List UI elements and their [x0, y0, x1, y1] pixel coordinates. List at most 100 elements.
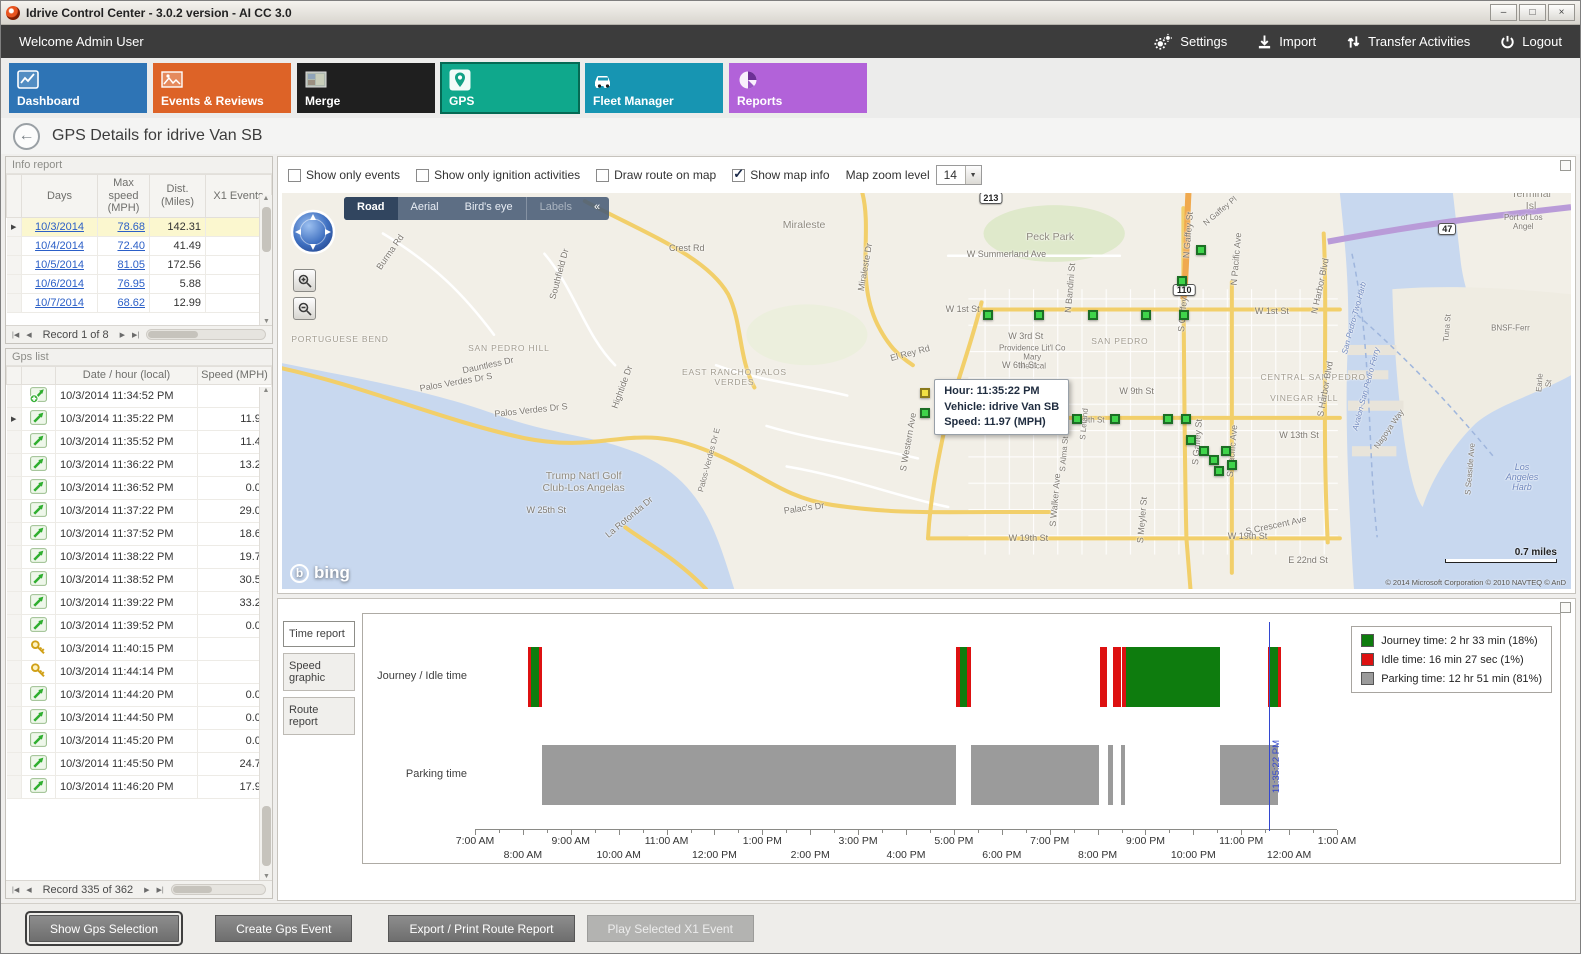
- info-vertical-scrollbar[interactable]: ▲ ▼: [259, 195, 272, 325]
- prev-record-button[interactable]: ◀: [26, 331, 32, 339]
- back-button[interactable]: ←: [13, 122, 40, 150]
- map-style-tab-aerial[interactable]: Aerial: [410, 201, 439, 213]
- gps-point-marker[interactable]: [1214, 465, 1225, 476]
- table-row[interactable]: 10/3/2014 11:40:15 PM: [6, 637, 272, 661]
- prev-record-button[interactable]: ◀: [26, 886, 32, 894]
- map-view[interactable]: Miraleste Peck Park W Summerland Ave Crest …: [282, 193, 1571, 589]
- table-row[interactable]: 10/3/2014 11:38:22 PM 19.70: [6, 545, 272, 569]
- gps-horizontal-scrollbar[interactable]: [170, 884, 266, 895]
- table-row[interactable]: 10/3/2014 11:39:22 PM 33.21: [6, 591, 272, 615]
- col-speed[interactable]: Speed (MPH): [197, 366, 272, 385]
- table-row[interactable]: 10/3/2014 11:35:52 PM 11.47: [6, 430, 272, 454]
- last-record-button[interactable]: ▶|: [156, 886, 164, 894]
- gps-point-marker[interactable]: [1162, 413, 1173, 424]
- map-zoom-select[interactable]: 14: [935, 165, 982, 185]
- table-row[interactable]: 10/3/2014 11:38:52 PM 30.55: [6, 568, 272, 592]
- tab-speed-graphic[interactable]: Speed graphic: [283, 653, 355, 691]
- max-speed-link[interactable]: 68.62: [117, 296, 145, 309]
- table-row[interactable]: 10/3/2014 11:39:52 PM 0.00: [6, 614, 272, 638]
- zoom-out-icon[interactable]: [293, 297, 316, 320]
- checkbox-show-only-events[interactable]: Show only events: [288, 168, 400, 182]
- gps-point-marker[interactable]: [1140, 310, 1151, 321]
- checkbox-show-map-info[interactable]: Show map info: [732, 166, 830, 182]
- table-row[interactable]: ▶ 10/3/2014 11:35:22 PM 11.97: [6, 407, 272, 431]
- tab-tile-gps[interactable]: GPS: [440, 62, 580, 114]
- table-row[interactable]: 10/3/2014 11:36:22 PM 13.28: [6, 453, 272, 477]
- map-style-tab-bird-s-eye[interactable]: Bird's eye: [464, 201, 513, 213]
- selected-gps-point-marker[interactable]: [920, 388, 931, 399]
- table-row[interactable]: 10/3/2014 11:36:52 PM 0.00: [6, 476, 272, 500]
- first-record-button[interactable]: |◀: [12, 331, 20, 339]
- map-tabs-collapse-icon[interactable]: [585, 197, 609, 220]
- gps-point-marker[interactable]: [1220, 446, 1231, 457]
- menubar-action-transfer-activities[interactable]: Transfer Activities: [1346, 34, 1470, 50]
- tab-tile-merge[interactable]: Merge: [297, 63, 435, 113]
- gps-point-marker[interactable]: [920, 407, 931, 418]
- first-record-button[interactable]: |◀: [12, 886, 20, 894]
- gps-point-marker[interactable]: [1180, 413, 1191, 424]
- table-row[interactable]: 10/3/2014 11:37:52 PM 18.63: [6, 522, 272, 546]
- info-horizontal-scrollbar[interactable]: [146, 329, 266, 340]
- table-row[interactable]: 10/3/2014 11:45:50 PM 24.75: [6, 752, 272, 776]
- table-row[interactable]: 10/3/2014 11:37:22 PM 29.05: [6, 499, 272, 523]
- gps-point-marker[interactable]: [1226, 460, 1237, 471]
- tab-tile-dashboard[interactable]: Dashboard: [9, 63, 147, 113]
- table-row[interactable]: 10/4/2014 72.40 41.49: [6, 236, 272, 256]
- max-speed-link[interactable]: 78.68: [117, 220, 145, 233]
- zoom-in-icon[interactable]: [293, 269, 316, 292]
- table-row[interactable]: 10/3/2014 11:44:14 PM: [6, 660, 272, 684]
- tab-tile-fleet-manager[interactable]: Fleet Manager: [585, 63, 723, 113]
- day-link[interactable]: 10/5/2014: [35, 258, 84, 271]
- tab-tile-events-reviews[interactable]: Events & Reviews: [153, 63, 291, 113]
- max-speed-link[interactable]: 81.05: [117, 258, 145, 271]
- tab-time-report[interactable]: Time report: [283, 621, 355, 647]
- col-date-hour[interactable]: Date / hour (local): [55, 366, 198, 385]
- gps-point-marker[interactable]: [1185, 435, 1196, 446]
- table-row[interactable]: 10/7/2014 68.62 12.99: [6, 293, 272, 313]
- compass-control[interactable]: [290, 209, 336, 260]
- table-row[interactable]: ▶ 10/3/2014 78.68 142.31: [6, 217, 272, 237]
- gps-point-marker[interactable]: [1109, 413, 1120, 424]
- maximize-button[interactable]: □: [1519, 4, 1546, 21]
- next-record-button[interactable]: ▶: [144, 886, 150, 894]
- report-collapse-button[interactable]: [1560, 602, 1571, 613]
- last-record-button[interactable]: ▶|: [132, 331, 140, 339]
- gps-vertical-scrollbar[interactable]: ▲ ▼: [259, 387, 272, 880]
- table-row[interactable]: 10/3/2014 11:46:20 PM 17.93: [6, 775, 272, 799]
- col-max-speed[interactable]: Max speed (MPH): [97, 174, 150, 218]
- day-link[interactable]: 10/6/2014: [35, 277, 84, 290]
- tab-tile-reports[interactable]: Reports: [729, 63, 867, 113]
- minimize-button[interactable]: –: [1490, 4, 1517, 21]
- map-style-tab-road[interactable]: Road: [344, 197, 398, 220]
- col-days[interactable]: Days: [21, 174, 98, 218]
- table-row[interactable]: 10/3/2014 11:34:52 PM: [6, 384, 272, 408]
- day-link[interactable]: 10/3/2014: [35, 220, 84, 233]
- table-row[interactable]: 10/3/2014 11:44:20 PM 0.00: [6, 683, 272, 707]
- gps-point-marker[interactable]: [1072, 413, 1083, 424]
- checkbox-show-only-ignition-activities[interactable]: Show only ignition activities: [416, 168, 580, 182]
- gps-point-marker[interactable]: [1198, 446, 1209, 457]
- next-record-button[interactable]: ▶: [119, 331, 126, 339]
- col-distance[interactable]: Dist. (Miles): [149, 174, 206, 218]
- export-print-route-report-button[interactable]: Export / Print Route Report: [388, 915, 575, 942]
- table-row[interactable]: 10/5/2014 81.05 172.56: [6, 255, 272, 275]
- gps-point-marker[interactable]: [983, 309, 994, 320]
- menubar-action-import[interactable]: Import: [1257, 34, 1316, 50]
- day-link[interactable]: 10/4/2014: [35, 239, 84, 252]
- show-gps-selection-button[interactable]: Show Gps Selection: [24, 911, 184, 946]
- map-collapse-button[interactable]: [1560, 160, 1571, 171]
- max-speed-link[interactable]: 72.40: [117, 239, 145, 252]
- max-speed-link[interactable]: 76.95: [117, 277, 145, 290]
- checkbox-draw-route-on-map[interactable]: Draw route on map: [596, 168, 716, 182]
- gps-point-marker[interactable]: [1176, 275, 1187, 286]
- gps-point-marker[interactable]: [1179, 310, 1190, 321]
- gps-point-marker[interactable]: [1208, 455, 1219, 466]
- table-row[interactable]: 10/3/2014 11:44:50 PM 0.00: [6, 706, 272, 730]
- table-row[interactable]: 10/3/2014 11:45:20 PM 0.00: [6, 729, 272, 753]
- gps-point-marker[interactable]: [1087, 309, 1098, 320]
- tab-route-report[interactable]: Route report: [283, 697, 355, 735]
- menubar-action-settings[interactable]: Settings: [1153, 33, 1227, 51]
- gps-point-marker[interactable]: [1033, 309, 1044, 320]
- map-style-tab-labels[interactable]: Labels: [525, 197, 585, 220]
- day-link[interactable]: 10/7/2014: [35, 296, 84, 309]
